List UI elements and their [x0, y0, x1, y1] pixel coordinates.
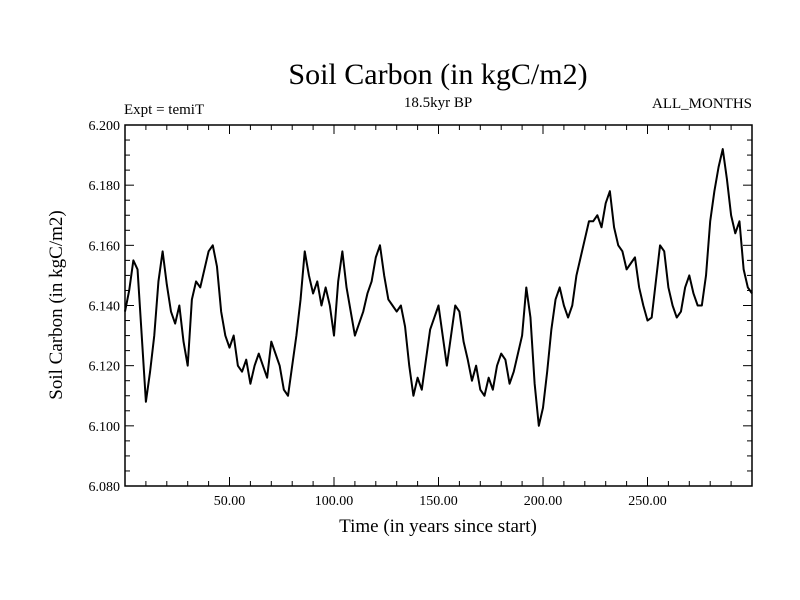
- x-tick-label: 200.00: [524, 494, 563, 509]
- y-tick-label: 6.100: [89, 420, 121, 435]
- y-tick-label: 6.160: [89, 239, 121, 254]
- x-tick-label: 250.00: [628, 494, 667, 509]
- y-tick-label: 6.080: [89, 480, 121, 495]
- series-layer: [124, 148, 753, 427]
- x-axis-label: Time (in years since start): [339, 516, 537, 537]
- y-tick-label: 6.180: [89, 179, 121, 194]
- series-line: [124, 148, 753, 427]
- months-label: ALL_MONTHS: [652, 96, 752, 112]
- x-tick-label: 50.00: [214, 494, 246, 509]
- x-tick-label: 150.00: [419, 494, 458, 509]
- experiment-label: Expt = temiT: [124, 102, 204, 118]
- chart-title: Soil Carbon (in kgC/m2): [288, 58, 587, 91]
- plot-frame: [124, 124, 753, 487]
- period-label: 18.5kyr BP: [404, 95, 472, 111]
- x-tick-label: 100.00: [315, 494, 354, 509]
- y-tick-label: 6.200: [89, 119, 121, 134]
- axis-ticks: 50.00 100.00 150.00 200.00 250.00 6.080 6.100 6…: [89, 119, 752, 509]
- y-axis-label: Soil Carbon (in kgC/m2): [46, 210, 67, 399]
- y-tick-label: 6.140: [89, 300, 121, 315]
- y-tick-label: 6.120: [89, 360, 121, 375]
